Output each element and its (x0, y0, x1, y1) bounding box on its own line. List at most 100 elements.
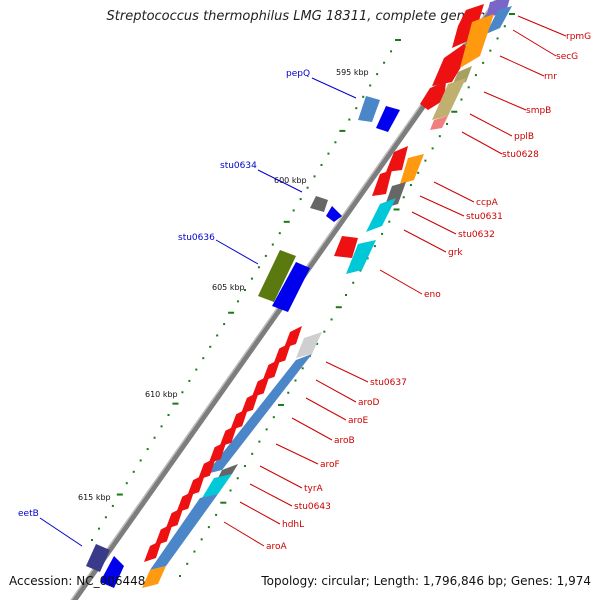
gene-label-tyrA[interactable]: tyrA (304, 484, 324, 494)
scale-tick (153, 436, 156, 439)
gene-label-hdhL[interactable]: hdhL (282, 520, 304, 530)
scale-tick (383, 61, 386, 64)
scale-tick (320, 164, 323, 166)
gene-stu0637-block[interactable] (296, 332, 322, 358)
scale-tick (393, 208, 400, 211)
gene-rpmG-arrow[interactable] (486, 0, 510, 18)
gene-stu0634-grey[interactable] (310, 196, 328, 212)
outer-strand-genes (86, 96, 400, 588)
gene-pepQ-steel[interactable] (358, 96, 380, 122)
gene-label-smpB[interactable]: smpB (526, 106, 551, 116)
gene-arrow[interactable] (219, 424, 238, 447)
gene-arrow[interactable] (273, 342, 292, 365)
gene-arrow[interactable] (197, 457, 216, 480)
scale-tick (460, 98, 463, 101)
scale-tick (186, 562, 189, 565)
scale-tick (229, 489, 232, 492)
gene-arrow[interactable] (144, 540, 162, 562)
scale-tick (482, 61, 485, 64)
scale-tick (236, 477, 239, 480)
gene-stu0628-block[interactable] (430, 116, 448, 130)
gene-label-ccpA[interactable]: ccpA (476, 198, 499, 208)
scale-tick (474, 74, 477, 77)
gene-long-steel[interactable] (206, 354, 312, 474)
gene-label-rpmG[interactable]: rpmG (566, 32, 591, 42)
gene-arrow[interactable] (251, 375, 270, 398)
gene-label-aroA[interactable]: aroA (266, 542, 288, 552)
gene-label-stu0643[interactable]: stu0643 (294, 502, 331, 512)
gene-secG-arrow[interactable] (452, 4, 484, 48)
gene-steel-top[interactable] (486, 6, 512, 34)
scale-tick (489, 49, 492, 52)
gene-stu0636-olive[interactable] (258, 250, 296, 302)
gene-ccpA-arrow[interactable] (386, 146, 408, 172)
scale-tick (417, 171, 420, 174)
gene-label-stu0634[interactable]: stu0634 (220, 161, 257, 171)
scale-tick (278, 232, 281, 235)
scale-tick (306, 186, 309, 189)
scale-label-605: 605 kbp (212, 283, 245, 292)
scale-tick (188, 379, 191, 382)
gene-label-stu0632[interactable]: stu0632 (458, 230, 495, 240)
gene-arrow[interactable] (165, 507, 184, 530)
gene-arrow[interactable] (176, 490, 195, 513)
gene-label-stu0636[interactable]: stu0636 (178, 233, 215, 243)
gene-aroA-block[interactable] (142, 566, 166, 588)
gene-pepQ-arrow[interactable] (376, 106, 400, 132)
gene-label-secG[interactable]: secG (556, 52, 578, 62)
gene-label-stu0631[interactable]: stu0631 (466, 212, 503, 222)
scale-tick (215, 513, 218, 516)
gene-pplB-block[interactable] (432, 78, 466, 120)
gene-grey-low[interactable] (218, 464, 238, 478)
gene-label-stu0637[interactable]: stu0637 (370, 378, 407, 388)
gene-smpB-arrow[interactable] (420, 82, 446, 110)
scale-tick (359, 269, 362, 272)
scale-tick (438, 135, 441, 138)
gene-arrow[interactable] (187, 474, 206, 497)
gene-eno-block[interactable] (346, 240, 376, 274)
gene-label-eno[interactable]: eno (424, 290, 441, 300)
gene-orange-top[interactable] (460, 14, 494, 68)
scale-tick (335, 306, 342, 309)
map-title: Streptococcus thermophilus LMG 18311, co… (106, 9, 494, 24)
gene-grk-arrow[interactable] (334, 236, 358, 258)
gene-eetB-block[interactable] (86, 544, 110, 572)
gene-arrow[interactable] (230, 408, 249, 431)
gene-steel-low[interactable] (150, 494, 218, 570)
gene-stu0632-block[interactable] (366, 198, 396, 232)
gene-label-aroE[interactable]: aroE (348, 416, 369, 426)
gene-label-stu0628[interactable]: stu0628 (502, 150, 539, 160)
scale-tick (265, 428, 268, 431)
scale-tick (104, 516, 107, 519)
gene-stu0634-arrow[interactable] (326, 206, 342, 222)
gene-arrow[interactable] (262, 358, 281, 381)
scale-tick (272, 416, 275, 419)
gene-arrow[interactable] (208, 441, 227, 464)
gene-stu0636-arrow[interactable] (272, 262, 310, 312)
gene-label-pplB[interactable]: pplB (514, 132, 534, 142)
scale-tick (146, 448, 149, 451)
gene-label-aroD[interactable]: aroD (358, 398, 380, 408)
scale-tick (388, 220, 391, 223)
gene-arrow[interactable] (154, 523, 173, 546)
inner-strand-genes (142, 0, 512, 588)
gene-stu0631-arrow[interactable] (372, 170, 392, 196)
gene-label-grk[interactable]: grk (448, 248, 463, 258)
gene-label-aroB[interactable]: aroB (334, 436, 355, 446)
gene-label-aroF[interactable]: aroF (320, 460, 340, 470)
gene-eetB-arrow[interactable] (100, 556, 124, 588)
gene-orange-mid[interactable] (400, 154, 424, 184)
gene-label-eetB[interactable]: eetB (18, 509, 39, 519)
scale-tick (352, 281, 355, 284)
gene-rnr-arrow[interactable] (432, 44, 470, 86)
scale-tick (251, 452, 254, 455)
gene-label-pepQ[interactable]: pepQ (286, 69, 310, 79)
gene-arrow[interactable] (240, 391, 259, 414)
gene-label-rnr[interactable]: rnr (544, 72, 557, 82)
gene-arrow[interactable] (284, 326, 302, 348)
scale-tick (195, 368, 198, 371)
gene-tyrA-block[interactable] (202, 474, 232, 498)
scale-label-610: 610 kbp (145, 390, 178, 399)
scale-tick (390, 50, 393, 53)
scale-tick (111, 504, 114, 507)
